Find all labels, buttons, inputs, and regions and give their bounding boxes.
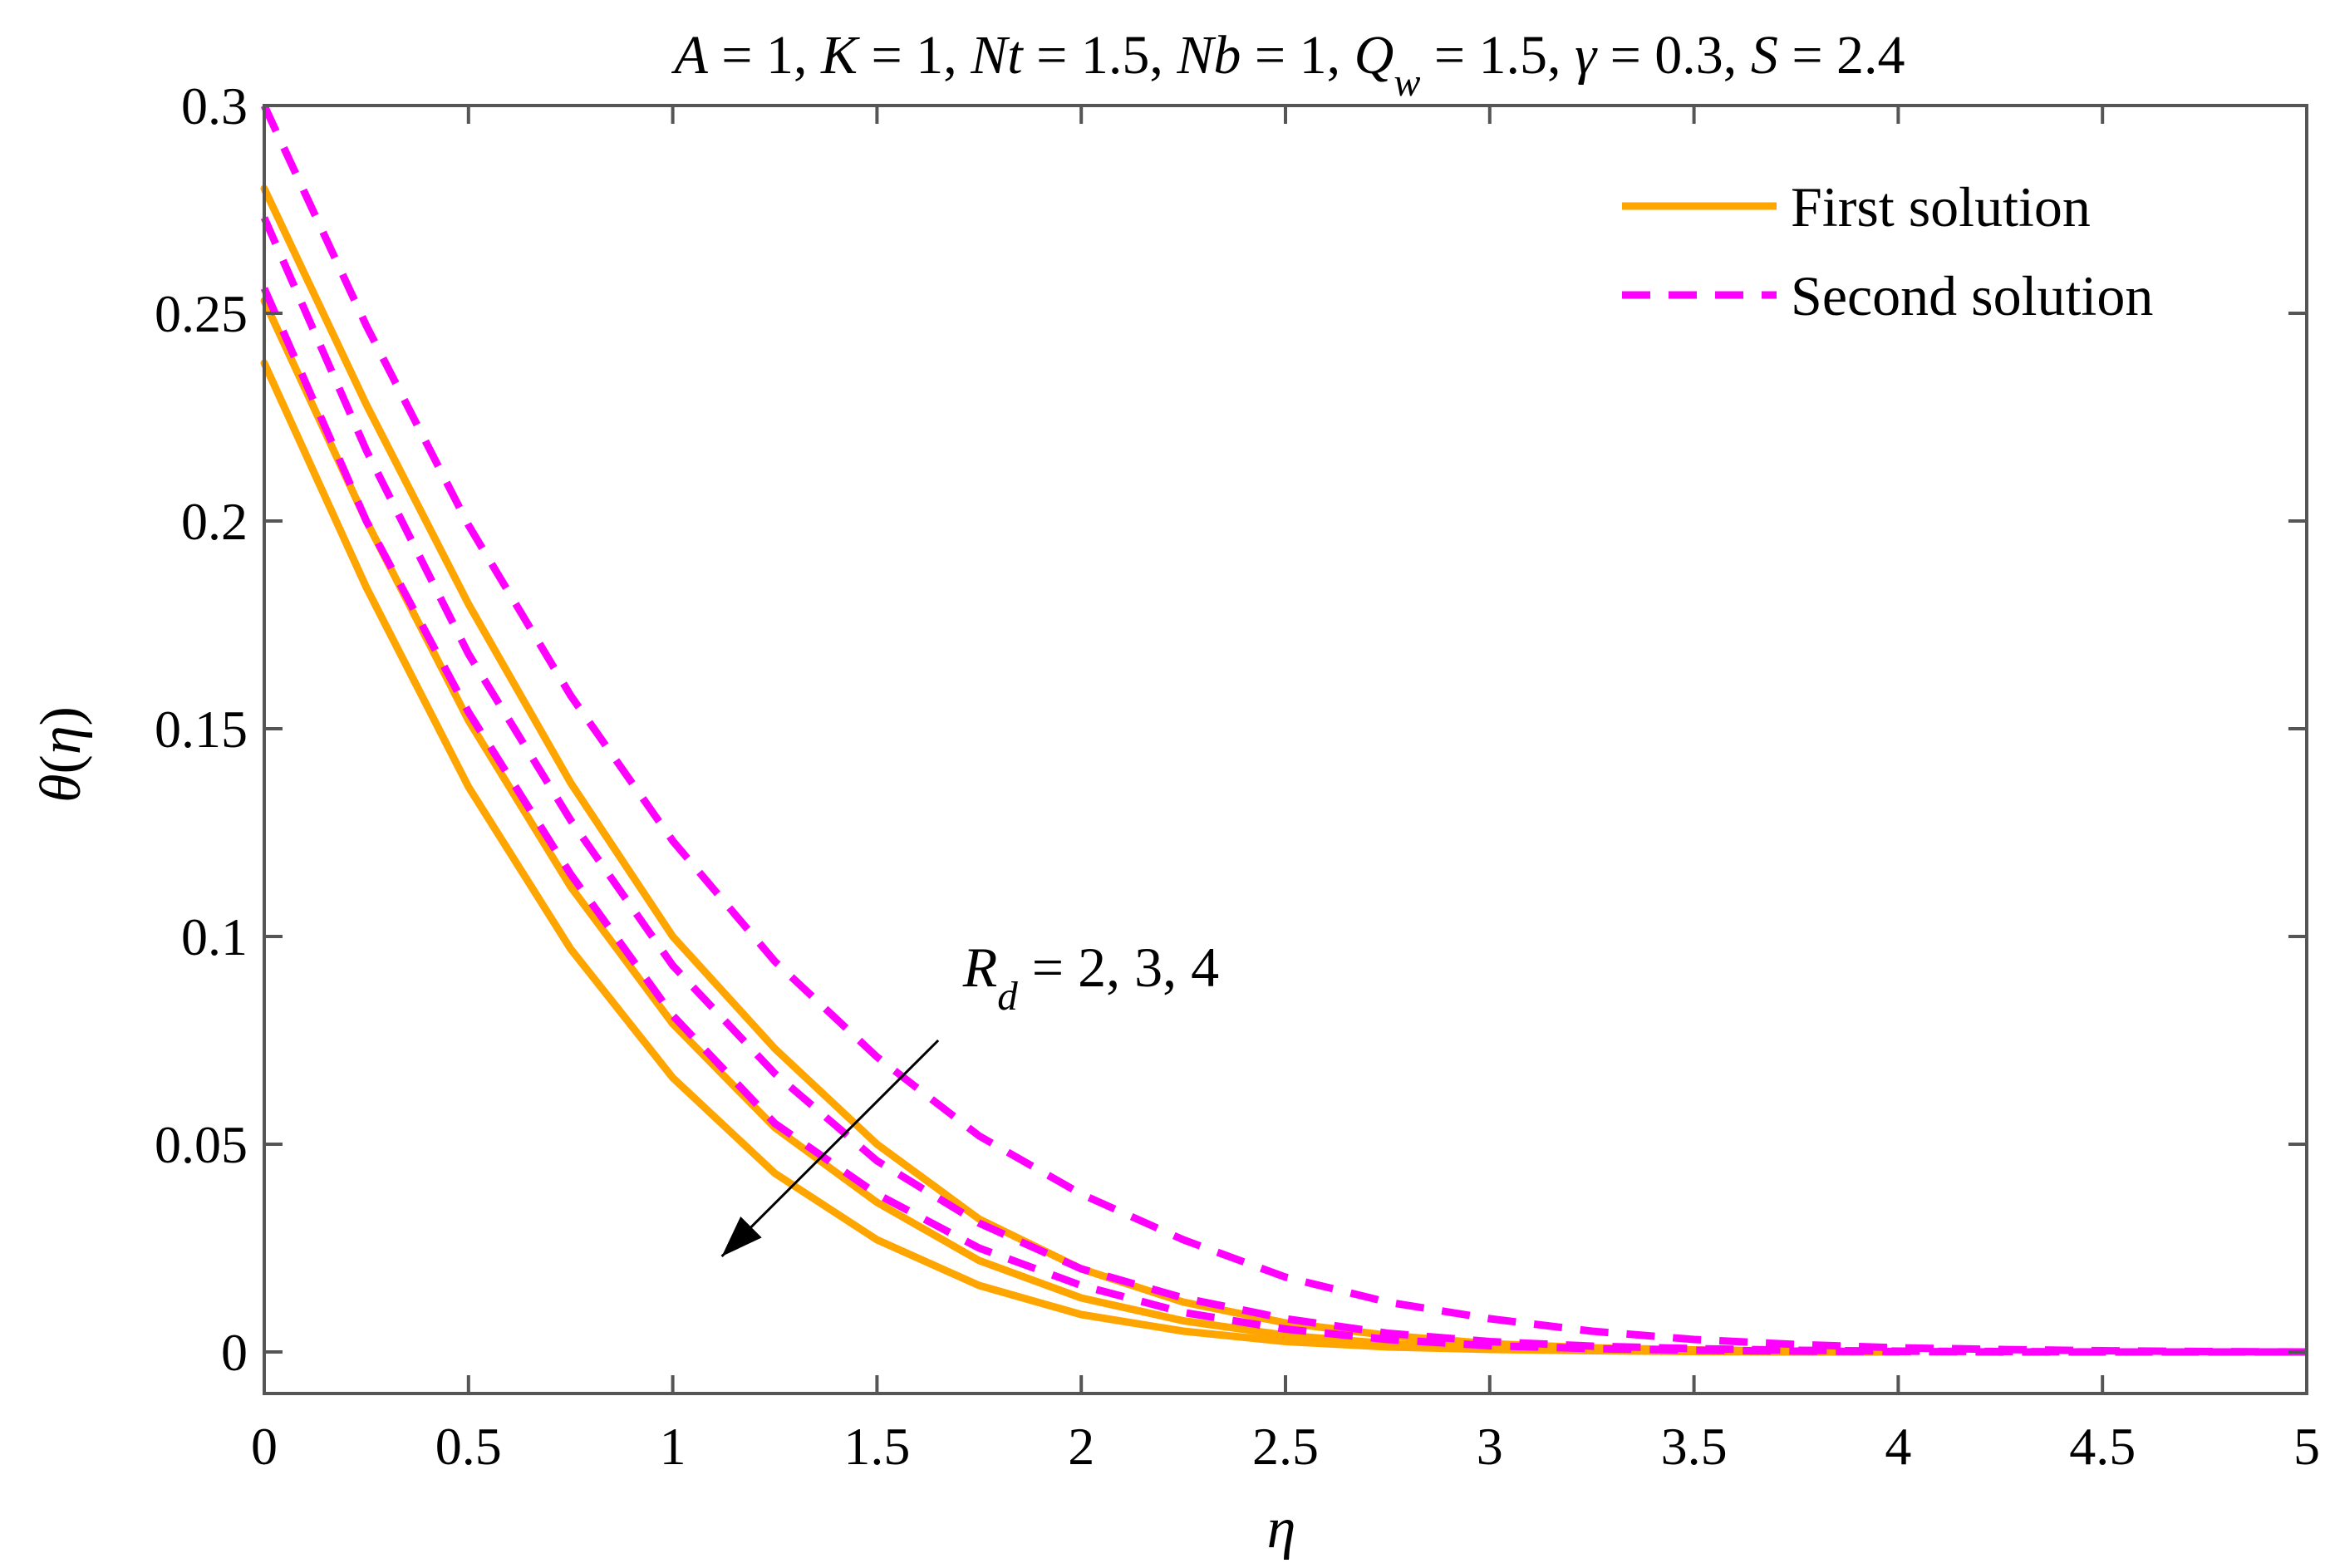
chart-title-part: = 2.4 <box>1778 25 1905 86</box>
legend-label-1: First solution <box>1791 175 2091 238</box>
x-tick-label: 2.5 <box>1252 1417 1319 1476</box>
chart-title-part: = 1.5, <box>1420 25 1575 86</box>
text-layer: 0 0.5 1 1.5 2 2.5 3 3.5 4 4.5 5 0 0.05 0.1 0.15 0.2 0.25… <box>29 25 2320 1561</box>
series-layer <box>260 104 2308 1356</box>
x-tick-label: 1 <box>660 1417 686 1476</box>
chart-title-part: γ <box>1575 25 1598 86</box>
chart-title: A = 1, K = 1, Nt = 1.5, Nb = 1, Qw = 1.5… <box>671 25 1905 105</box>
y-tick-label: 0.15 <box>155 700 248 759</box>
annotation-layer: Rd = 2, 3, 4 <box>720 936 1219 1258</box>
chart-title-part: = 1, <box>1241 25 1354 86</box>
x-tick-label: 3 <box>1477 1417 1503 1476</box>
y-tick-label: 0.2 <box>181 492 248 551</box>
y-axis-label-part: θ <box>29 774 93 802</box>
legend: First solution Second solution <box>1622 175 2153 327</box>
annotation-label-part: R <box>962 936 998 999</box>
annotation-label: Rd = 2, 3, 4 <box>962 936 1219 1019</box>
annotation-label-part: = 2, 3, 4 <box>1018 936 1219 999</box>
chart-title-part: Nb <box>1176 25 1241 86</box>
chart-title-part: = 1.5, <box>1023 25 1177 86</box>
x-tick-label: 4.5 <box>2069 1417 2136 1476</box>
chart-title-part: S <box>1751 25 1778 86</box>
x-tick-label: 5 <box>2293 1417 2320 1476</box>
axes <box>263 104 2308 1395</box>
chart-title-part: Q <box>1354 25 1394 86</box>
x-tick-label: 0.5 <box>435 1417 502 1476</box>
x-axis-label: η <box>1267 1497 1296 1561</box>
x-tick-label: 2 <box>1068 1417 1094 1476</box>
annotation-arrow-shaft <box>720 1039 940 1258</box>
annotation-arrow-head <box>721 1216 762 1256</box>
x-tick-label: 1.5 <box>843 1417 910 1476</box>
annotation-label-part: d <box>997 973 1018 1019</box>
y-axis-label-part: ( <box>29 755 93 774</box>
chart-title-part: = 1, <box>708 25 821 86</box>
x-tick-label: 4 <box>1885 1417 1911 1476</box>
y-axis-label: θ(η) <box>29 706 93 803</box>
y-tick-label: 0.05 <box>155 1115 248 1174</box>
plot-background <box>264 106 2307 1394</box>
y-axis-label-part: ) <box>29 706 93 725</box>
legend-label-2: Second solution <box>1791 264 2153 327</box>
x-tick-label: 0 <box>251 1417 278 1476</box>
y-tick-label: 0.25 <box>155 284 248 343</box>
chart-title-part: K <box>820 25 860 86</box>
y-tick-label: 0.3 <box>181 76 248 135</box>
chart-title-part: Nt <box>970 25 1024 86</box>
chart-title-part: w <box>1394 61 1420 105</box>
chart-title-part: A <box>671 25 708 86</box>
y-tick-label: 0.1 <box>181 907 248 966</box>
second-solution-line-6 <box>260 287 2307 1356</box>
chart-title-part: = 1, <box>858 25 971 86</box>
x-tick-label: 3.5 <box>1661 1417 1728 1476</box>
y-axis-label-part: η <box>29 725 93 755</box>
y-tick-label: 0 <box>221 1323 248 1382</box>
second-solution-line-5 <box>260 216 2307 1356</box>
chart-title-part: = 0.3, <box>1596 25 1751 86</box>
plot-area <box>264 106 2307 1394</box>
